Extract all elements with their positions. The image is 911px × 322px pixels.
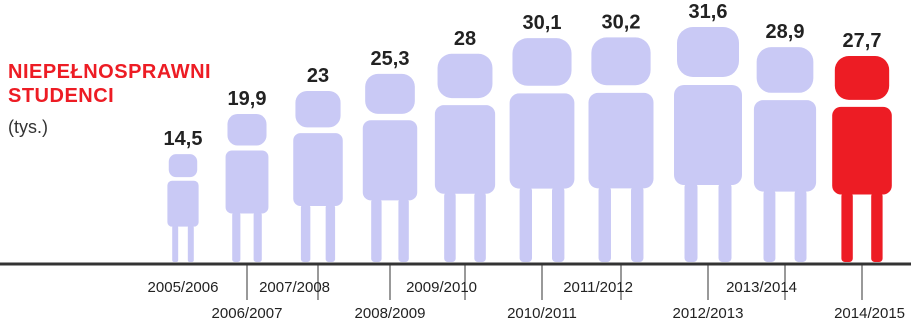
person-bar-2010/2011 (509, 38, 575, 262)
person-bar-2007/2008 (293, 90, 343, 262)
person-bar-2008/2009 (362, 73, 418, 262)
person-torso (167, 180, 199, 227)
person-torso (225, 150, 269, 214)
person-leg-left (841, 192, 853, 262)
chart-title-line-2: STUDENCI (8, 85, 115, 107)
person-head (677, 27, 739, 77)
person-leg-right (325, 204, 336, 262)
chart-unit: (tys.) (8, 117, 48, 137)
x-tick-label: 2006/2007 (212, 305, 283, 322)
x-tick-label: 2005/2006 (148, 279, 219, 296)
value-label: 19,9 (228, 88, 267, 110)
value-label: 27,7 (843, 30, 882, 52)
value-label: 30,2 (602, 11, 641, 33)
person-leg-right (794, 189, 807, 262)
x-tick-label: 2013/2014 (726, 279, 797, 296)
x-tick-label: 2009/2010 (406, 279, 477, 296)
person-head (512, 38, 572, 86)
x-tick-label: 2008/2009 (355, 305, 426, 322)
person-head (365, 73, 415, 114)
person-bar-2006/2007 (225, 114, 269, 262)
person-leg-right (871, 192, 883, 262)
person-leg-left (519, 186, 532, 262)
chart-title-line-1: NIEPEŁNOSPRAWNI (8, 61, 212, 83)
person-leg-right (253, 212, 262, 262)
person-leg-right (552, 186, 565, 262)
person-leg-left (444, 192, 456, 262)
x-tick-label: 2011/2012 (563, 279, 633, 296)
person-torso (832, 106, 892, 195)
person-bar-2013/2014 (753, 47, 817, 262)
person-torso (753, 100, 817, 192)
person-head (437, 53, 493, 99)
value-label: 28 (454, 28, 476, 50)
person-leg-left (300, 204, 311, 262)
person-head (834, 56, 890, 100)
person-head (591, 37, 651, 86)
person-bar-2009/2010 (434, 53, 496, 262)
person-head (168, 154, 198, 178)
person-torso (362, 120, 418, 201)
person-bar-2005/2006 (167, 154, 199, 262)
person-leg-left (598, 186, 611, 262)
value-label: 28,9 (766, 21, 805, 43)
person-leg-left (371, 198, 382, 262)
person-leg-left (172, 225, 179, 262)
x-tick-label: 2014/2015 (834, 305, 905, 322)
person-leg-left (763, 189, 776, 262)
value-label: 25,3 (371, 48, 410, 70)
x-tick-label: 2012/2013 (673, 305, 744, 322)
person-leg-left (684, 183, 698, 262)
person-leg-right (398, 198, 409, 262)
person-torso (509, 93, 575, 189)
person-leg-right (718, 183, 732, 262)
x-tick-label: 2010/2011 (507, 305, 577, 322)
person-leg-right (474, 192, 486, 262)
person-bar-2014/2015 (832, 56, 892, 262)
person-torso (588, 92, 654, 189)
person-head (227, 114, 267, 146)
person-bar-2011/2012 (588, 37, 654, 262)
person-torso (434, 105, 496, 194)
person-leg-right (631, 186, 644, 262)
value-label: 14,5 (164, 128, 203, 150)
person-head (756, 47, 814, 93)
person-bar-2012/2013 (674, 27, 742, 262)
person-head (295, 90, 341, 128)
value-label: 31,6 (689, 1, 728, 23)
x-tick-label: 2007/2008 (259, 279, 330, 296)
value-label: 30,1 (523, 12, 562, 34)
person-torso (674, 85, 742, 185)
person-leg-left (232, 212, 241, 262)
person-torso (293, 133, 343, 206)
chart-title: NIEPEŁNOSPRAWNI STUDENCI (8, 60, 211, 108)
person-leg-right (187, 225, 194, 262)
value-label: 23 (307, 65, 329, 87)
